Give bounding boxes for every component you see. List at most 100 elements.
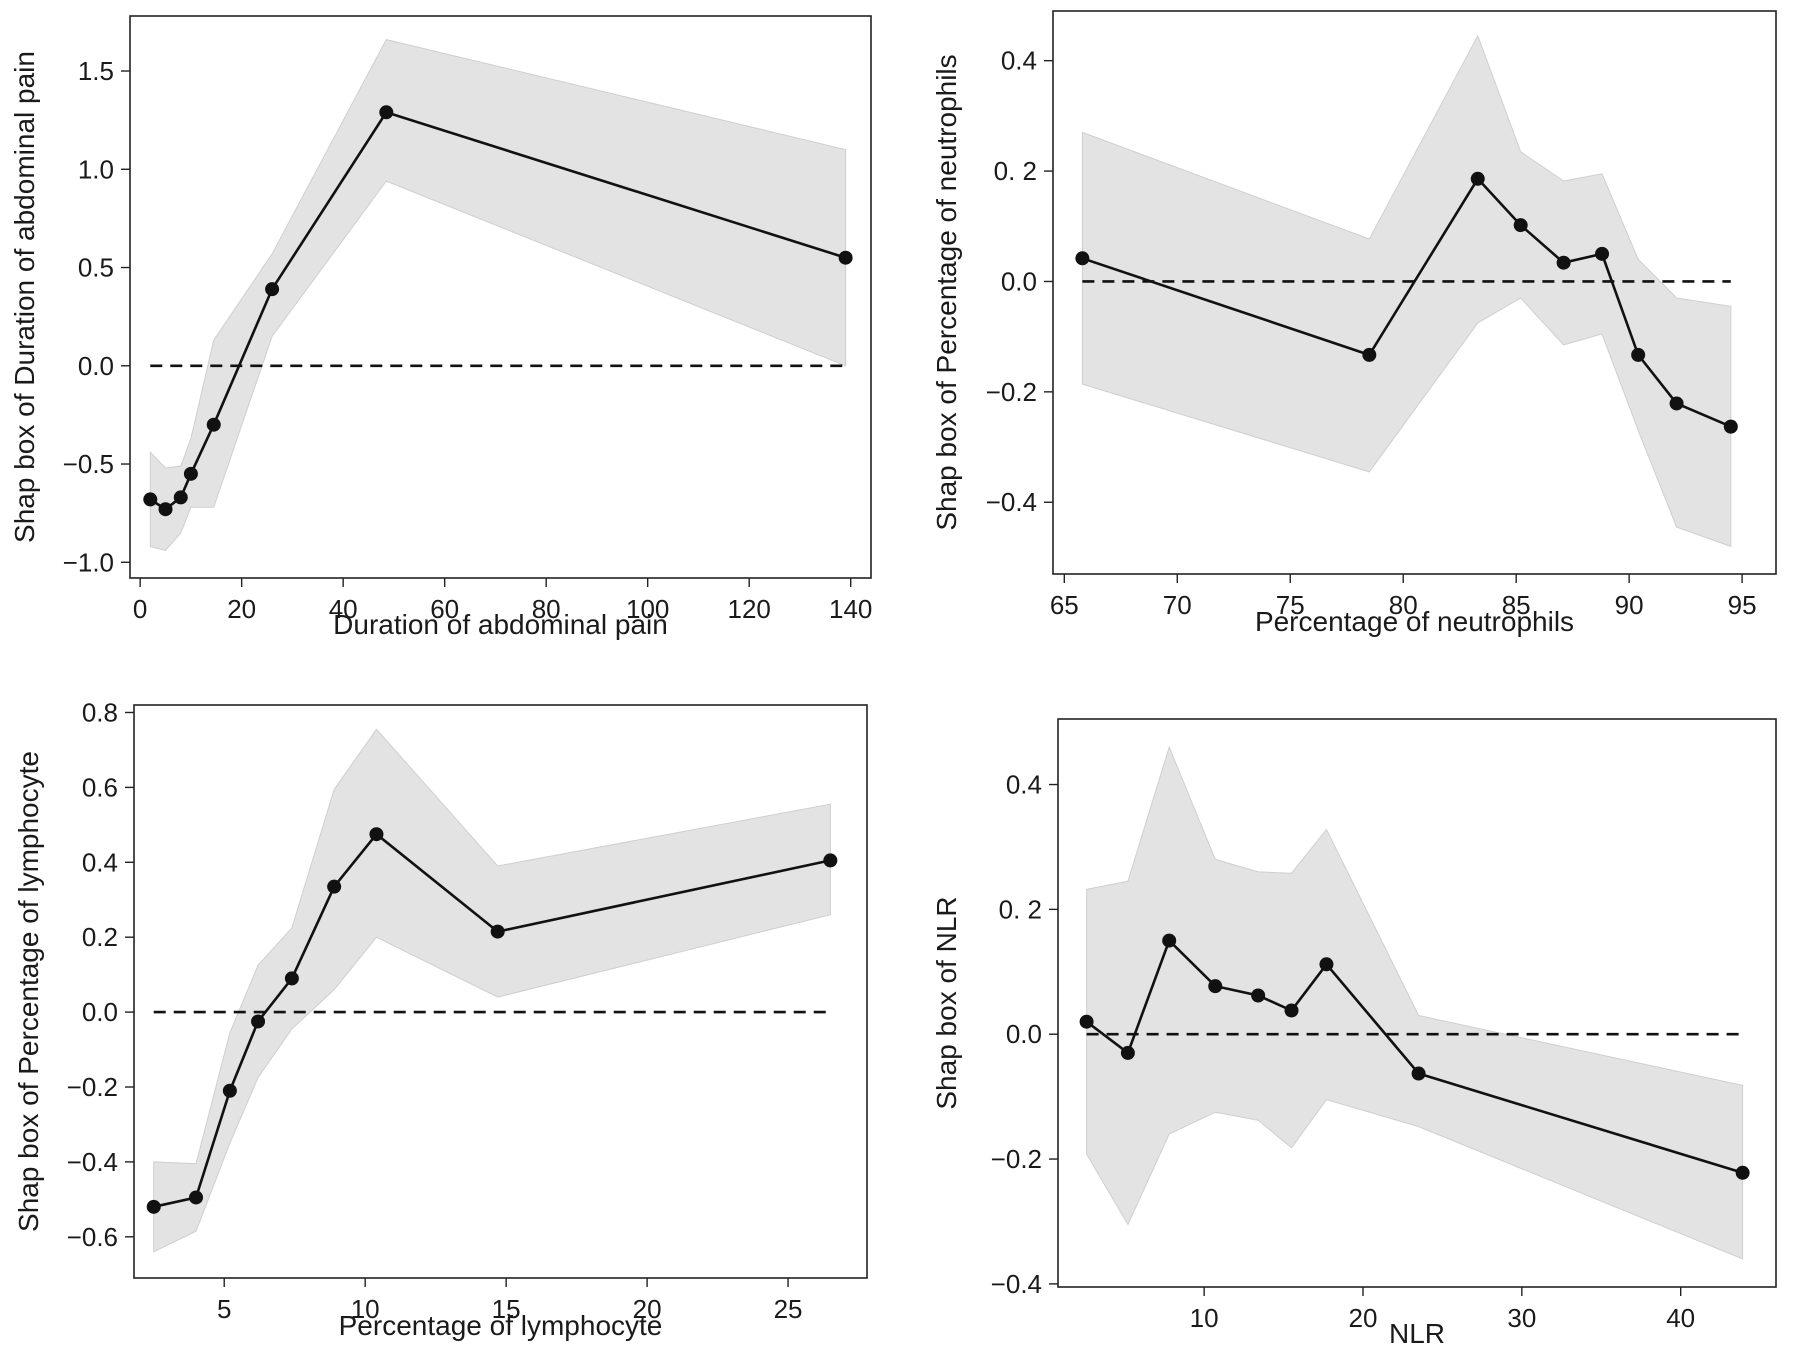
x-tick-label: 5 [217,1294,231,1324]
data-point [206,417,221,432]
confidence-band [149,39,847,552]
data-point [222,1083,237,1098]
data-point [1723,419,1738,434]
x-tick-label: 10 [1190,1303,1219,1333]
data-point [838,250,853,265]
data-point [189,1190,204,1205]
x-tick-label: 20 [227,594,256,624]
data-point [173,490,188,505]
y-tick-label: 0.2 [82,922,118,952]
y-tick-label: 0.8 [82,697,118,727]
plot-frame [133,704,868,1279]
plot-frame [1052,10,1777,575]
data-point [143,492,158,507]
y-tick-label: −0.2 [67,1072,118,1102]
x-tick-label: 15 [492,1294,521,1324]
y-tick-label: −0.4 [991,1269,1042,1299]
x-tick-label: 65 [1050,590,1079,620]
y-tick-label: 0.0 [82,997,118,1027]
y-tick-label: −0.5 [63,449,114,479]
y-tick-label: 0.4 [1006,770,1042,800]
x-tick-label: 25 [774,1294,803,1324]
y-tick-label: 0.0 [1006,1019,1042,1049]
confidence-band [1081,34,1732,548]
x-tick-label: 70 [1163,590,1192,620]
y-tick-label: 0.6 [82,772,118,802]
x-tick-label: 95 [1728,590,1757,620]
plot-frame [1057,718,1777,1288]
data-point [1075,251,1090,266]
data-point [490,924,505,939]
y-tick-label: 0.4 [82,847,118,877]
chart-panel-1: 0 20 40 60 80 100 120 140 −1.0 −0.5 0.0 0.5 1.0 1.5 Du… [9,15,872,640]
data-point [1208,979,1223,994]
y-tick-label: −1.0 [63,547,114,577]
y-tick-label: 0.0 [1001,266,1037,296]
x-tick-label: 40 [329,594,358,624]
y-tick-label: 0. 2 [999,894,1042,924]
x-tick-label: 0 [133,594,147,624]
data-point [1595,246,1610,261]
data-point [1411,1066,1426,1081]
y-tick-label: −0.2 [991,1144,1042,1174]
data-point [1513,218,1528,233]
y-tick-label: 0. 2 [994,156,1037,186]
x-axis-label: Duration of abdominal pain [333,609,668,640]
data-point [146,1199,161,1214]
data-point [1079,1014,1094,1029]
data-point [1120,1045,1135,1060]
x-tick-label: 40 [1666,1303,1695,1333]
data-point [1631,347,1646,362]
data-point [1735,1165,1750,1180]
x-tick-label: 100 [626,594,669,624]
x-tick-label: 120 [727,594,770,624]
data-point [327,879,342,894]
data-point [251,1014,266,1029]
y-tick-label: −0.6 [67,1222,118,1252]
x-tick-label: 20 [1349,1303,1378,1333]
x-tick-label: 10 [351,1294,380,1324]
x-tick-label: 90 [1615,590,1644,620]
x-tick-label: 75 [1276,590,1305,620]
x-tick-label: 20 [633,1294,662,1324]
y-tick-label: −0.2 [986,377,1037,407]
data-point [265,282,280,297]
chart-panel-4: 10 20 30 40 −0.4 −0.2 0.0 0. 2 0.4 NLR Shap box of… [931,718,1777,1349]
y-tick-label: 1.0 [78,154,114,184]
y-axis-label: Shap box of Percentage of neutrophils [931,54,962,530]
data-point [1319,957,1334,972]
y-tick-label: 0.0 [78,351,114,381]
y-axis-label: Shap box of Percentage of lymphocyte [13,751,44,1232]
data-point [1284,1003,1299,1018]
confidence-band [153,728,831,1253]
x-tick-label: 85 [1502,590,1531,620]
x-tick-label: 140 [829,594,872,624]
x-axis-label: NLR [1389,1318,1445,1349]
data-point [1162,933,1177,948]
x-tick-label: 30 [1507,1303,1536,1333]
confidence-band [1086,745,1744,1260]
y-tick-label: −0.4 [986,487,1037,517]
data-point [158,502,173,517]
y-tick-label: 1.5 [78,56,114,86]
data-point [183,466,198,481]
plot-frame [129,15,872,579]
data-point [1669,396,1684,411]
data-point [369,827,384,842]
x-axis-label: Percentage of neutrophils [1255,606,1574,637]
x-tick-label: 80 [1389,590,1418,620]
y-tick-label: 0.4 [1001,46,1037,76]
data-point [1556,255,1571,270]
data-point [1470,171,1485,186]
y-axis-label: Shap box of Duration of abdominal pain [9,51,40,543]
data-point [823,853,838,868]
x-tick-label: 60 [430,594,459,624]
chart-panel-2: 65 70 75 80 85 90 95 −0.4 −0.2 0.0 0. 2 0.4 Percenta… [931,10,1777,637]
y-tick-label: 0.5 [78,253,114,283]
x-axis-label: Percentage of lymphocyte [339,1310,663,1341]
y-tick-label: −0.4 [67,1147,118,1177]
data-point [1362,347,1377,362]
data-point [1251,988,1266,1003]
y-axis-label: Shap box of NLR [931,896,962,1109]
x-tick-label: 80 [532,594,561,624]
